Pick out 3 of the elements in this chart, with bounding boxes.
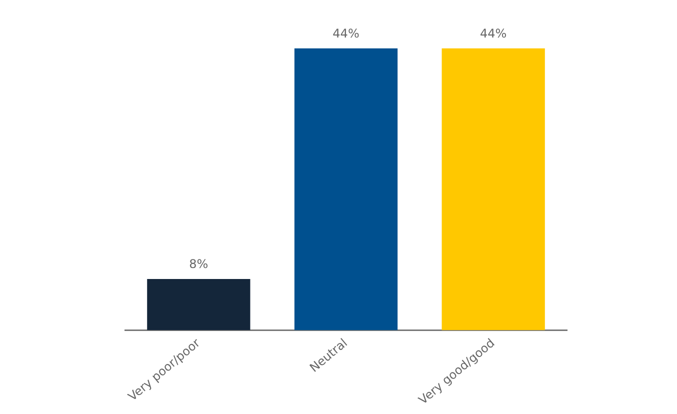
data-label: 44% bbox=[332, 26, 360, 41]
data-label: 44% bbox=[480, 26, 507, 41]
data-label: 8% bbox=[189, 257, 208, 272]
